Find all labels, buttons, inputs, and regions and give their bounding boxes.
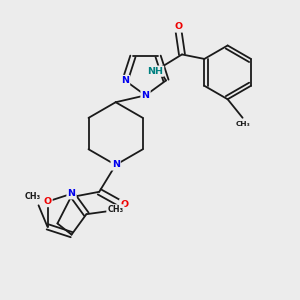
Text: N: N bbox=[121, 76, 129, 85]
Text: O: O bbox=[44, 197, 52, 206]
Text: CH₃: CH₃ bbox=[25, 193, 41, 202]
Text: N: N bbox=[142, 91, 149, 100]
Text: N: N bbox=[112, 160, 120, 169]
Text: NH: NH bbox=[147, 67, 163, 76]
Text: N: N bbox=[68, 189, 76, 198]
Text: CH₃: CH₃ bbox=[107, 205, 123, 214]
Text: CH₃: CH₃ bbox=[235, 121, 250, 127]
Text: O: O bbox=[120, 200, 128, 209]
Text: O: O bbox=[174, 22, 182, 32]
